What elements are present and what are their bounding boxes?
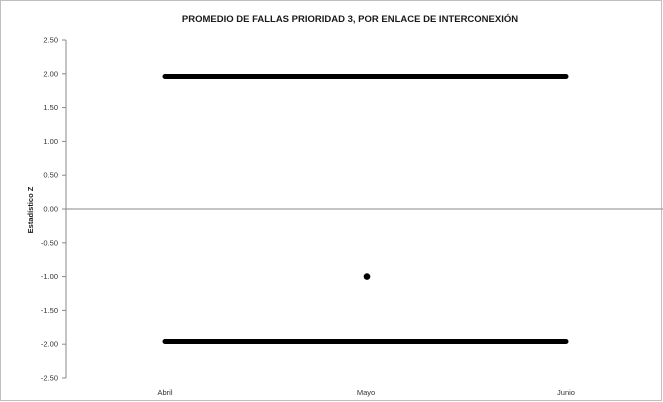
chart-title: PROMEDIO DE FALLAS PRIORIDAD 3, POR ENLA… <box>182 13 518 25</box>
y-tick-label-6: -0.50 <box>41 238 58 247</box>
y-tick-label-9: -2.00 <box>41 340 58 349</box>
y-tick-label-5: 0.00 <box>43 205 58 214</box>
y-tick-label-7: -1.00 <box>41 272 58 281</box>
plot-area: 2.50 2.00 1.50 1.00 0.50 0.00 -0.50 -1.00 -1.50 -… <box>41 36 663 397</box>
y-tick-label-10: -2.50 <box>41 374 58 383</box>
y-tick-label-8: -1.50 <box>41 306 58 315</box>
x-tick-label-mayo: Mayo <box>357 388 375 397</box>
y-tick-label-4: 0.50 <box>43 171 58 180</box>
y-tick-label-3: 1.00 <box>43 137 58 146</box>
data-point-mayo <box>363 273 371 280</box>
y-tick-label-2: 1.50 <box>43 103 58 112</box>
y-tick-label-1: 2.00 <box>43 69 58 78</box>
x-tick-label-abril: Abril <box>157 388 172 397</box>
y-tick-label-0: 2.50 <box>43 36 58 45</box>
x-tick-label-junio: Junio <box>557 388 575 397</box>
y-axis-label: Estadístico Z <box>26 186 35 233</box>
